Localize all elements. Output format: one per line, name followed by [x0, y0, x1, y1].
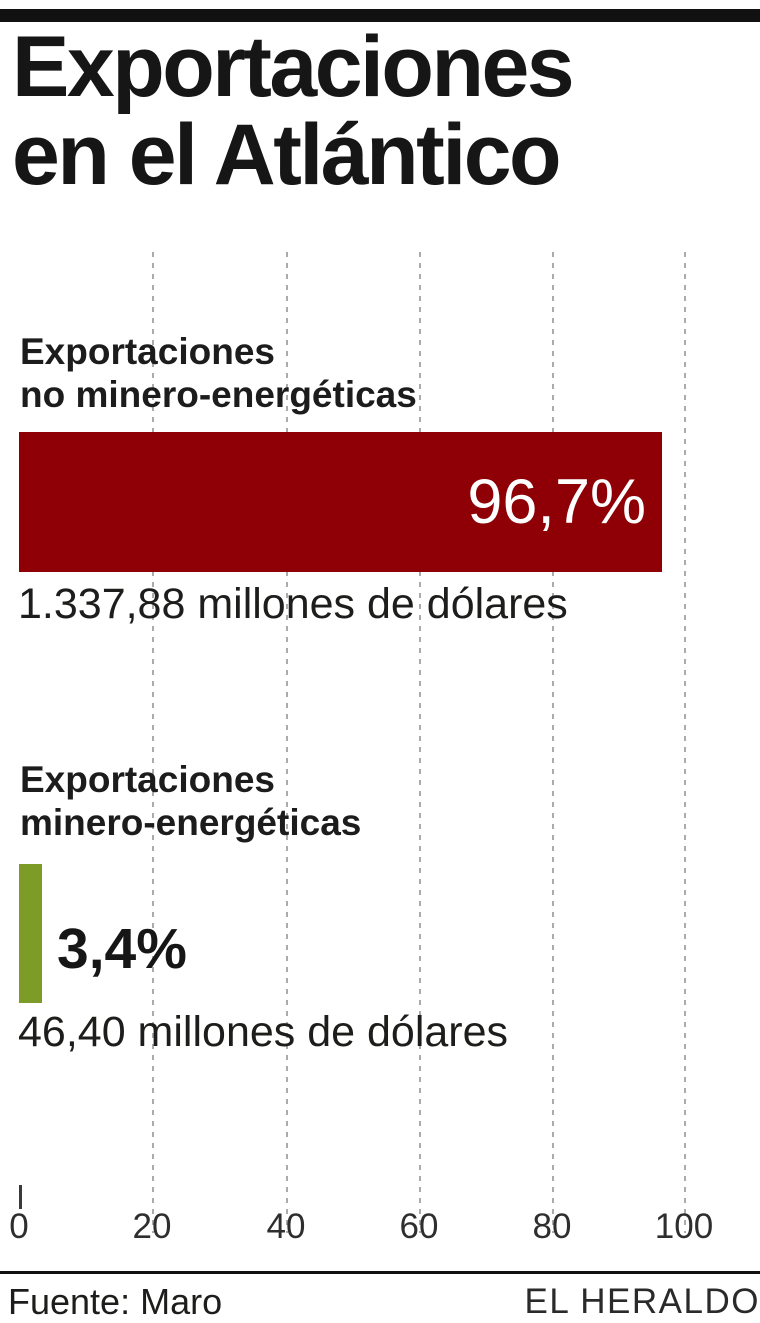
gridline-60: [419, 252, 421, 1233]
amount-no-minero: 1.337,88 millones de dólares: [18, 580, 568, 628]
gridline-40: [286, 252, 288, 1233]
bar-minero: [19, 864, 42, 1003]
page-title: Exportaciones en el Atlántico: [12, 19, 575, 203]
axis-zero-tick: [19, 1185, 22, 1209]
axis-tick-80: 80: [532, 1207, 572, 1246]
bar-label-minero-line1: Exportaciones: [20, 759, 275, 800]
amount-minero: 46,40 millones de dólares: [18, 1008, 509, 1056]
axis-tick-100: 100: [654, 1207, 714, 1246]
bar-label-no-minero-line1: Exportaciones: [20, 331, 275, 372]
bar-no-minero: 96,7%: [19, 432, 662, 572]
axis-tick-20: 20: [132, 1207, 172, 1246]
pct-label-minero: 3,4%: [57, 917, 187, 981]
bar-label-minero-line2: minero-energéticas: [20, 802, 362, 844]
footer-source: Fuente: Maro: [8, 1281, 223, 1322]
axis-tick-60: 60: [399, 1207, 439, 1246]
pct-label-no-minero: 96,7%: [467, 467, 646, 537]
page-title-line1: Exportaciones: [12, 19, 575, 115]
gridline-20: [152, 252, 154, 1233]
axis-tick-40: 40: [266, 1207, 306, 1246]
gridline-80: [552, 252, 554, 1233]
top-rule: [0, 9, 760, 22]
bar-label-no-minero-line2: no minero-energéticas: [20, 374, 417, 416]
footer-credit: EL HERALDO: [524, 1282, 760, 1321]
page-title-line2: en el Atlántico: [12, 106, 562, 203]
footer-rule: [0, 1271, 760, 1274]
gridline-100: [684, 252, 686, 1233]
bar-label-minero: Exportaciones minero-energéticas: [20, 758, 361, 845]
bar-label-no-minero: Exportaciones no minero-energéticas: [20, 330, 417, 417]
axis-tick-0: 0: [9, 1207, 29, 1246]
